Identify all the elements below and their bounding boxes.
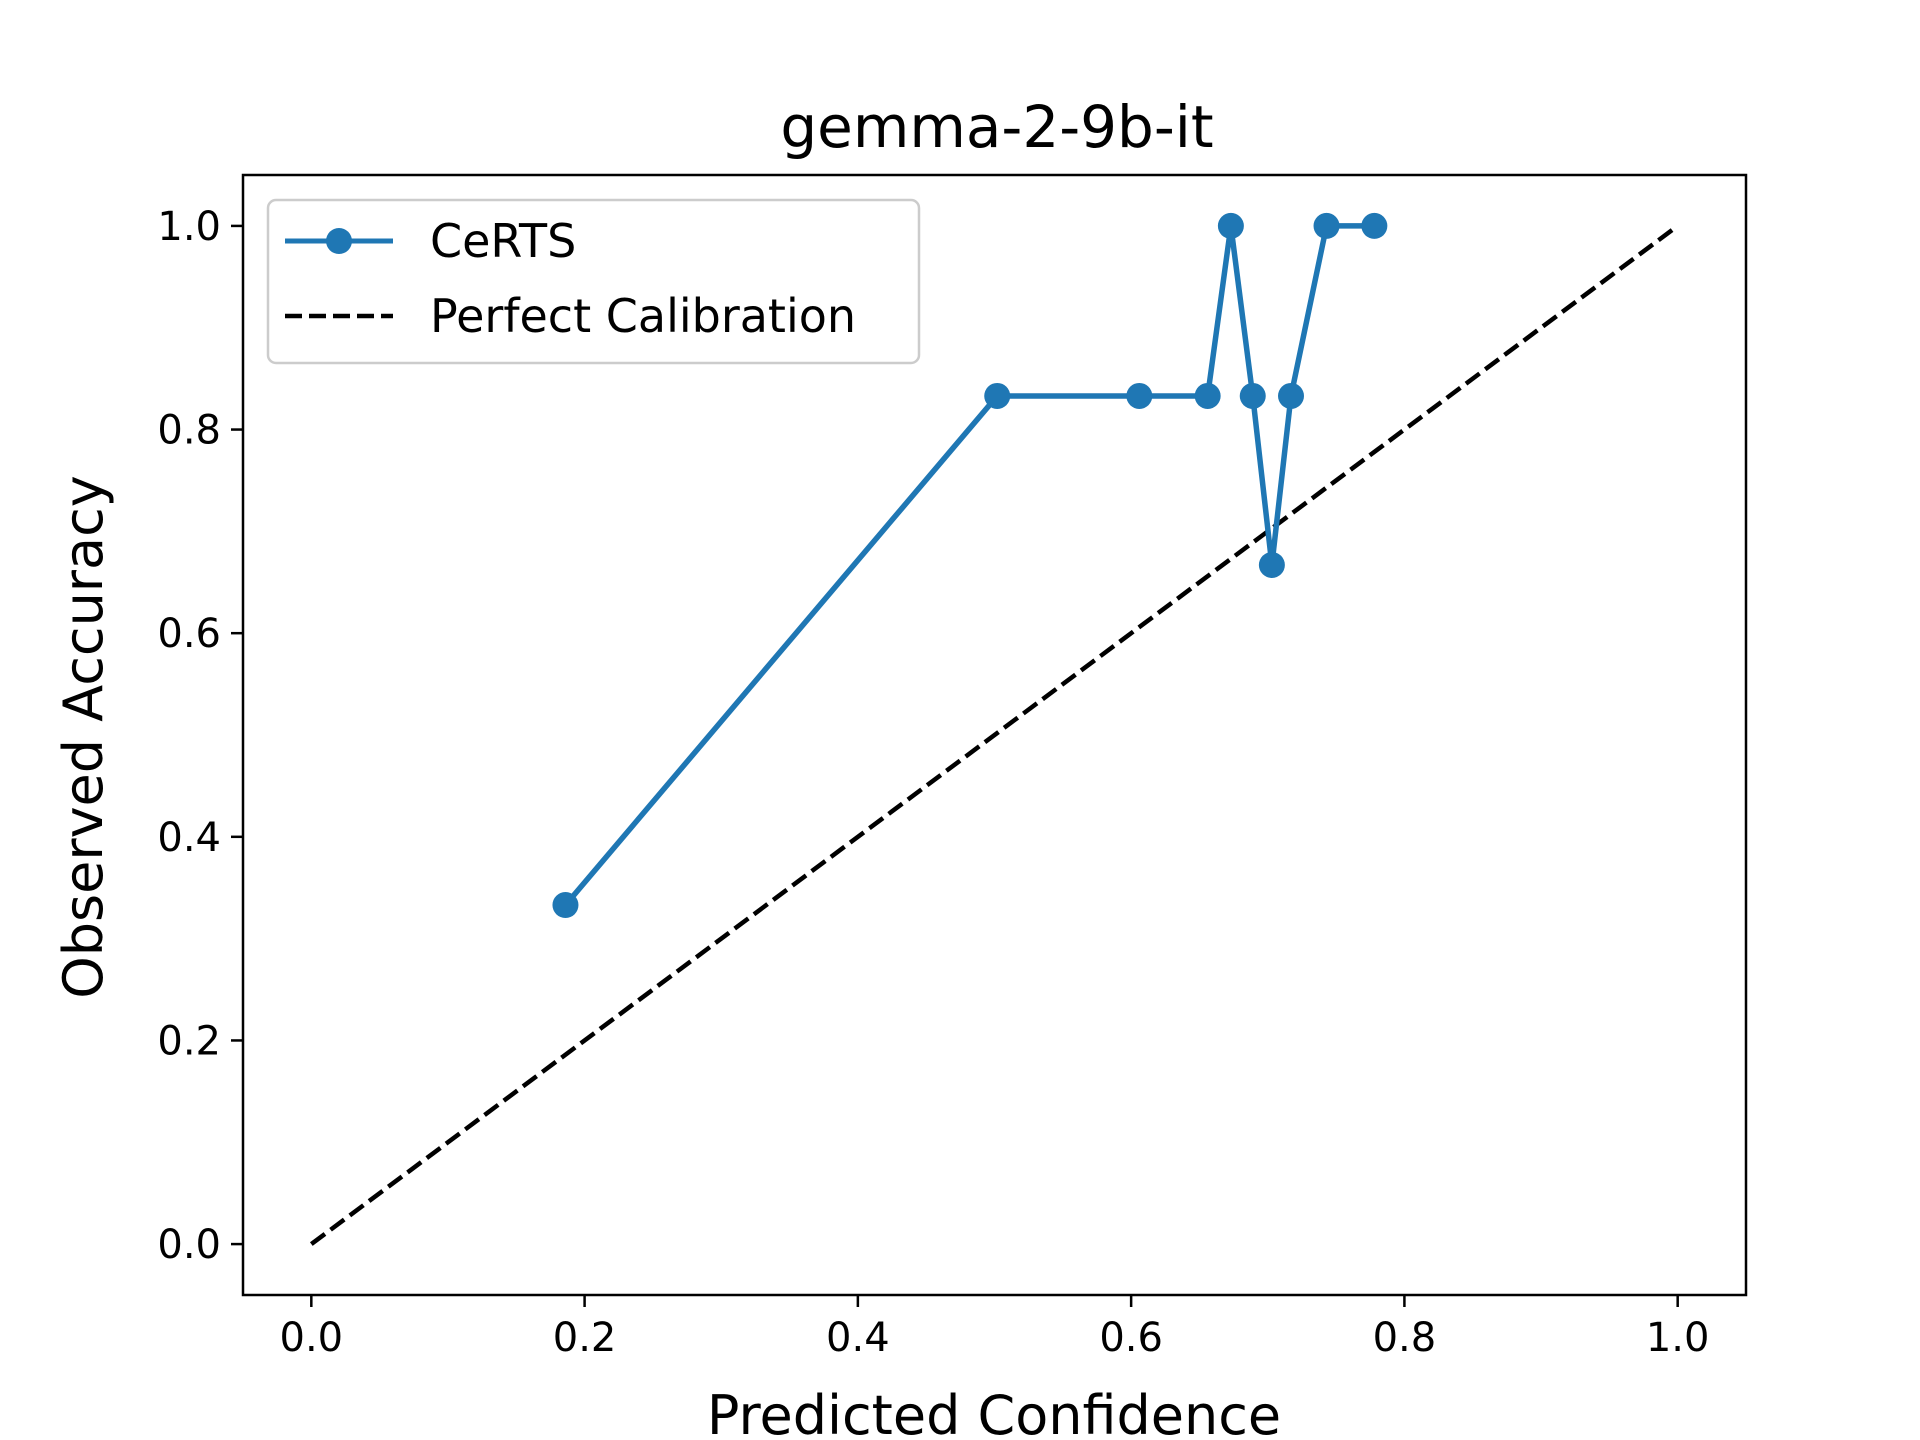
- legend-certs-marker: [326, 228, 352, 254]
- axes-frame: [241, 173, 1748, 1297]
- certs-data-point: [1239, 382, 1266, 409]
- y-tick-label: 0.6: [157, 611, 221, 657]
- chart-title: gemma-2-9b-it: [780, 93, 1213, 161]
- legend: CeRTS Perfect Calibration: [266, 198, 921, 365]
- x-axis: 0.0 0.2 0.4 0.6 0.8 1.0: [280, 1295, 1710, 1361]
- y-tick-label: 0.8: [157, 408, 221, 454]
- y-axis: 0.0 0.2 0.4 0.6 0.8 1.0: [157, 204, 243, 1268]
- certs-data-point: [1313, 212, 1340, 239]
- legend-perfect-calibration-label: Perfect Calibration: [430, 289, 856, 343]
- y-tick-label: 0.0: [157, 1222, 221, 1268]
- legend-certs-label: CeRTS: [430, 214, 576, 268]
- perfect-calibration-line: [309, 224, 1680, 1246]
- y-tick-label: 0.2: [157, 1018, 221, 1064]
- certs-data-point: [1217, 212, 1244, 239]
- legend-box: [266, 198, 921, 365]
- y-tick-label: 1.0: [157, 204, 221, 250]
- x-tick-label: 0.6: [1099, 1315, 1163, 1361]
- certs-series-line: [563, 223, 1375, 907]
- x-tick-label: 0.2: [553, 1315, 617, 1361]
- x-axis-title: Predicted Confidence: [707, 1384, 1281, 1440]
- x-tick-label: 0.8: [1373, 1315, 1437, 1361]
- certs-data-point: [1258, 551, 1285, 578]
- certs-data-point: [552, 892, 579, 919]
- certs-data-point: [1126, 382, 1153, 409]
- x-tick-label: 0.4: [826, 1315, 890, 1361]
- x-tick-label: 0.0: [280, 1315, 344, 1361]
- y-tick-label: 0.4: [157, 815, 221, 861]
- y-axis-title: Observed Accuracy: [52, 475, 115, 999]
- certs-data-point: [984, 382, 1011, 409]
- certs-data-point: [1361, 212, 1388, 239]
- x-tick-label: 1.0: [1646, 1315, 1710, 1361]
- certs-data-point: [1278, 382, 1305, 409]
- plot-area: [309, 212, 1680, 1246]
- certs-data-point: [1194, 382, 1221, 409]
